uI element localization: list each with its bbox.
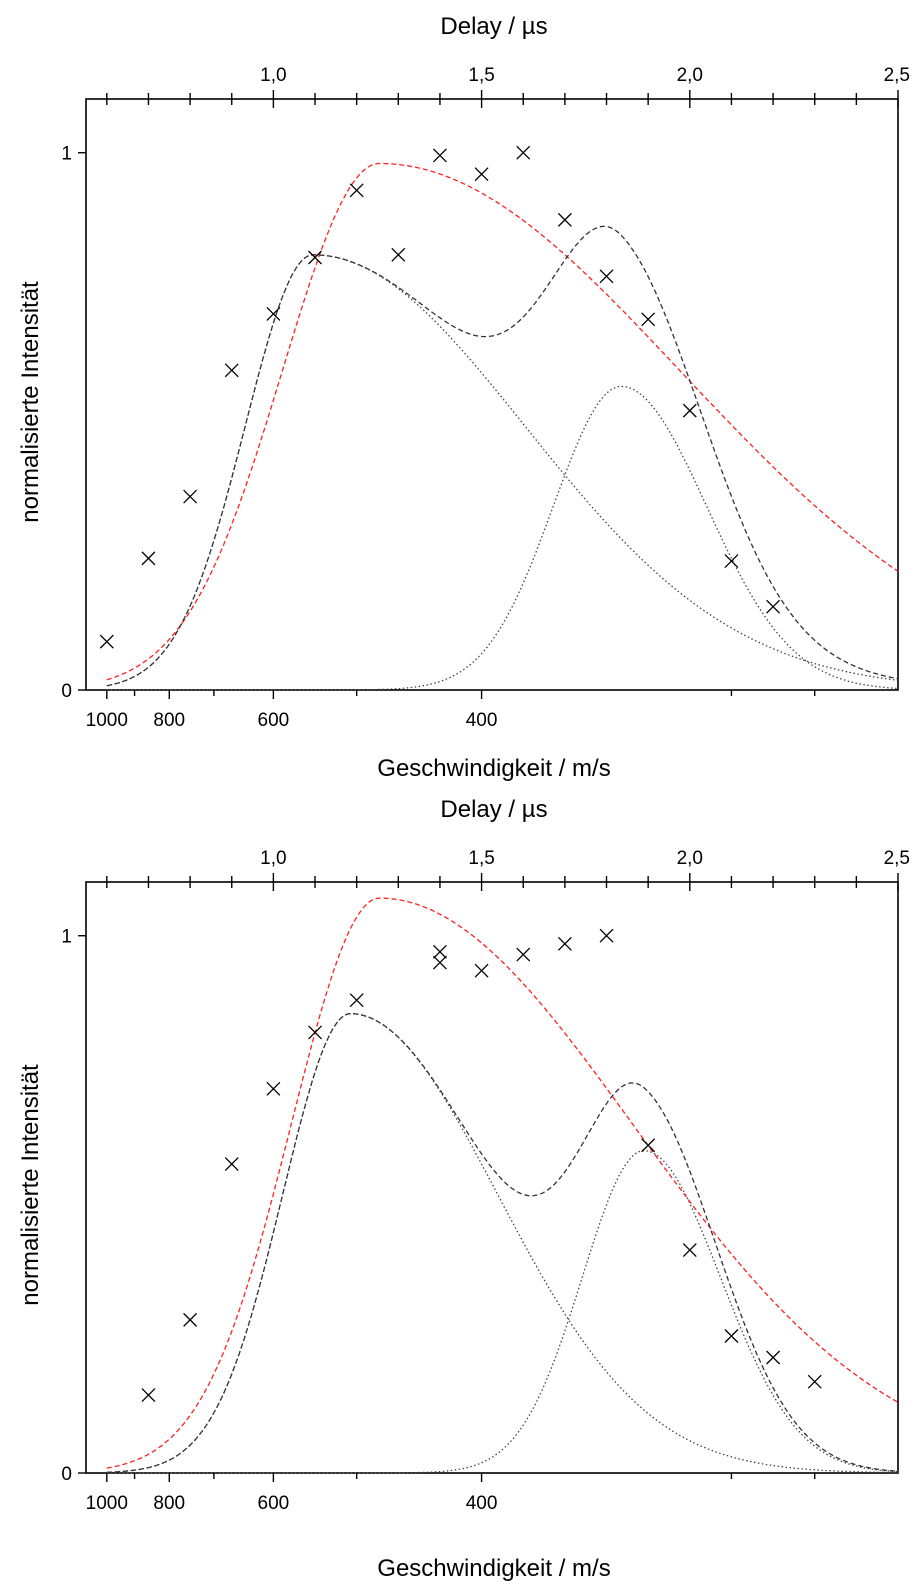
bottom-tick-label: 400 <box>466 1493 498 1514</box>
bottom-tick-label: 400 <box>466 710 498 731</box>
top-tick-label: 1,5 <box>468 65 494 86</box>
top-tick-label: 2,0 <box>677 848 703 869</box>
data-point <box>141 1388 156 1403</box>
sum-fit-curve <box>106 1013 899 1473</box>
top-axis-title: Delay / µs <box>440 796 547 823</box>
data-point <box>599 269 614 284</box>
top-axis-title: Delay / µs <box>440 13 547 40</box>
bottom-tick-label: 1000 <box>86 1493 128 1514</box>
single-fit-curve <box>106 162 899 681</box>
top-tick-label: 1,0 <box>260 848 286 869</box>
chart-panel-top: Delay / µs normalisierte Intensität Gesc… <box>17 13 910 782</box>
data-point <box>474 167 489 182</box>
plot-frame <box>85 98 899 691</box>
data-point <box>766 1350 781 1365</box>
data-point <box>641 312 656 327</box>
top-tick-label: 2,5 <box>884 65 910 86</box>
bottom-tick-label: 600 <box>258 1493 290 1514</box>
bottom-tick-label: 800 <box>153 710 185 731</box>
data-point <box>266 1081 281 1096</box>
y-tick-label: 0 <box>61 681 72 702</box>
y-tick-label: 0 <box>61 1464 72 1485</box>
top-tick-label: 2,0 <box>677 65 703 86</box>
data-point <box>599 928 614 943</box>
single-fit-curve <box>106 897 899 1469</box>
bottom-tick-label: 800 <box>153 1493 185 1514</box>
data-point <box>557 212 572 227</box>
data-point <box>724 1329 739 1343</box>
y-axis-title: normalisierte Intensität <box>17 281 44 523</box>
data-point <box>516 947 531 962</box>
top-tick-label: 1,5 <box>468 848 494 869</box>
data-point <box>224 1157 239 1172</box>
x-axis-title: Geschwindigkeit / m/s <box>377 1555 610 1582</box>
bottom-tick-label: 600 <box>258 710 290 731</box>
top-tick-label: 2,5 <box>884 848 910 869</box>
y-axis-title: normalisierte Intensität <box>17 1064 44 1306</box>
data-point <box>224 363 239 378</box>
data-point <box>474 963 489 978</box>
data-point <box>391 247 406 262</box>
sum-fit-curve <box>106 225 899 687</box>
top-tick-label: 1,0 <box>260 65 286 86</box>
data-point <box>183 489 198 504</box>
component-1-curve <box>106 254 899 687</box>
component-2-curve <box>106 1150 899 1474</box>
data-point <box>141 551 156 566</box>
data-point <box>432 955 447 970</box>
data-point <box>766 599 781 614</box>
data-point <box>432 148 447 163</box>
y-tick-label: 1 <box>61 144 72 165</box>
chart-panel-bottom: Delay / µs normalisierte Intensität Gesc… <box>17 796 910 1582</box>
bottom-tick-label: 1000 <box>86 710 128 731</box>
data-point <box>724 554 739 569</box>
component-2-curve <box>106 385 899 691</box>
data-point <box>516 145 531 160</box>
data-point <box>641 1138 656 1153</box>
data-point <box>99 634 114 649</box>
plot-frame <box>85 881 899 1474</box>
x-axis-title: Geschwindigkeit / m/s <box>377 755 610 782</box>
data-point <box>349 183 364 198</box>
data-point <box>682 403 697 418</box>
data-point <box>557 936 572 951</box>
data-point <box>266 306 281 321</box>
data-point <box>183 1312 198 1327</box>
data-point <box>432 944 447 959</box>
data-point <box>807 1374 822 1389</box>
data-point <box>308 1025 322 1040</box>
component-1-curve <box>106 1013 898 1474</box>
data-point <box>349 993 364 1008</box>
data-point <box>682 1243 697 1257</box>
data-point <box>308 250 322 265</box>
y-tick-label: 1 <box>61 927 72 948</box>
